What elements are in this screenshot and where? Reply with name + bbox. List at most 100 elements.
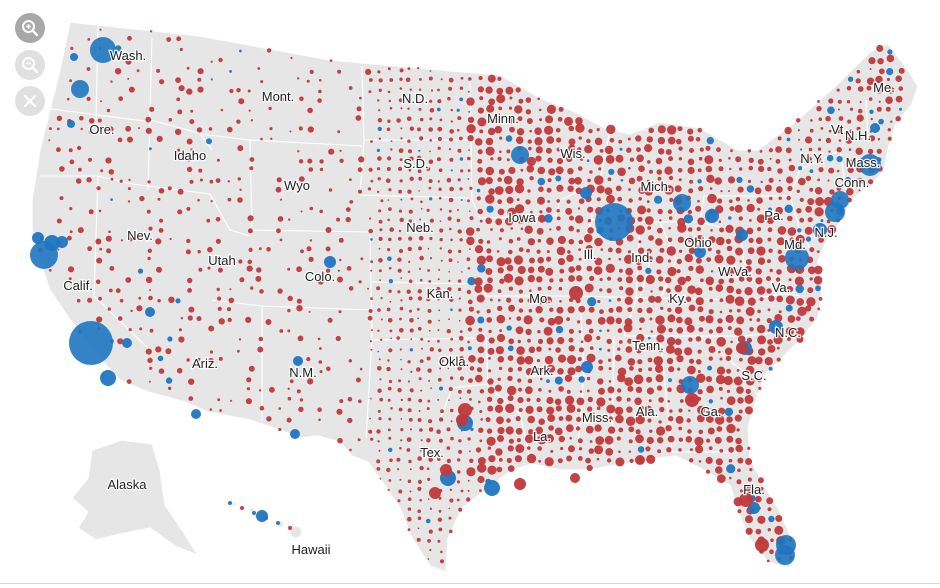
- county-bubble[interactable]: [498, 366, 503, 371]
- county-bubble[interactable]: [128, 236, 133, 242]
- metro-county-bubble[interactable]: [70, 53, 78, 61]
- county-bubble[interactable]: [416, 155, 422, 161]
- county-bubble[interactable]: [797, 306, 807, 316]
- county-bubble[interactable]: [408, 296, 413, 301]
- county-bubble[interactable]: [435, 286, 441, 292]
- county-bubble[interactable]: [799, 159, 804, 164]
- county-bubble[interactable]: [766, 559, 770, 563]
- county-bubble[interactable]: [507, 375, 513, 382]
- county-bubble[interactable]: [653, 356, 664, 366]
- county-bubble[interactable]: [856, 69, 861, 74]
- county-bubble[interactable]: [745, 365, 755, 375]
- county-bubble[interactable]: [270, 137, 273, 140]
- county-bubble[interactable]: [547, 414, 556, 422]
- county-bubble[interactable]: [767, 259, 771, 264]
- county-bubble[interactable]: [755, 528, 762, 535]
- county-bubble[interactable]: [297, 77, 300, 80]
- county-bubble[interactable]: [757, 335, 767, 345]
- county-bubble[interactable]: [599, 347, 602, 351]
- county-bubble[interactable]: [687, 365, 696, 375]
- county-bubble[interactable]: [177, 109, 183, 115]
- county-bubble[interactable]: [287, 329, 291, 333]
- county-bubble[interactable]: [420, 439, 423, 442]
- county-bubble[interactable]: [429, 507, 433, 510]
- county-bubble[interactable]: [175, 77, 182, 83]
- county-bubble[interactable]: [695, 265, 704, 274]
- county-bubble[interactable]: [617, 297, 621, 302]
- county-bubble[interactable]: [516, 346, 525, 355]
- county-bubble[interactable]: [836, 126, 843, 134]
- county-bubble[interactable]: [537, 265, 545, 273]
- county-bubble[interactable]: [387, 218, 391, 222]
- county-bubble[interactable]: [96, 186, 101, 191]
- county-bubble[interactable]: [380, 318, 383, 321]
- county-bubble[interactable]: [548, 347, 552, 351]
- county-bubble[interactable]: [637, 446, 645, 453]
- county-bubble[interactable]: [599, 277, 603, 282]
- county-bubble[interactable]: [420, 389, 423, 392]
- county-bubble[interactable]: [499, 278, 505, 284]
- county-bubble[interactable]: [517, 378, 522, 383]
- county-bubble[interactable]: [898, 67, 905, 74]
- county-bubble[interactable]: [577, 357, 582, 362]
- county-bubble[interactable]: [787, 185, 793, 192]
- county-bubble[interactable]: [419, 498, 423, 502]
- county-bubble[interactable]: [457, 116, 462, 121]
- county-bubble[interactable]: [655, 374, 664, 383]
- county-bubble[interactable]: [159, 79, 165, 85]
- county-bubble[interactable]: [828, 167, 835, 174]
- county-bubble[interactable]: [849, 107, 854, 111]
- county-bubble[interactable]: [588, 448, 595, 454]
- county-bubble[interactable]: [168, 386, 172, 390]
- county-bubble[interactable]: [714, 254, 724, 264]
- county-bubble[interactable]: [626, 397, 631, 402]
- county-bubble[interactable]: [546, 256, 552, 262]
- county-bubble[interactable]: [546, 406, 555, 415]
- county-bubble[interactable]: [289, 130, 292, 133]
- county-bubble[interactable]: [379, 338, 383, 341]
- county-bubble[interactable]: [577, 456, 583, 461]
- metro-county-bubble[interactable]: [831, 191, 849, 209]
- county-bubble[interactable]: [495, 448, 503, 456]
- county-bubble[interactable]: [895, 75, 902, 82]
- county-bubble[interactable]: [657, 208, 663, 215]
- county-bubble[interactable]: [507, 355, 514, 361]
- county-bubble[interactable]: [886, 77, 891, 82]
- county-bubble[interactable]: [420, 200, 423, 204]
- county-bubble[interactable]: [785, 327, 795, 336]
- county-bubble[interactable]: [550, 449, 554, 453]
- county-bubble[interactable]: [725, 294, 735, 304]
- county-bubble[interactable]: [467, 277, 476, 286]
- county-bubble[interactable]: [69, 230, 73, 234]
- county-bubble[interactable]: [229, 88, 234, 94]
- county-bubble[interactable]: [447, 287, 452, 292]
- county-bubble[interactable]: [406, 116, 412, 121]
- county-bubble[interactable]: [764, 184, 772, 192]
- county-bubble[interactable]: [457, 128, 460, 132]
- county-bubble[interactable]: [429, 197, 433, 201]
- county-bubble[interactable]: [687, 285, 696, 295]
- county-bubble[interactable]: [508, 106, 513, 110]
- county-bubble[interactable]: [458, 389, 462, 394]
- county-bubble[interactable]: [238, 338, 242, 341]
- county-bubble[interactable]: [147, 248, 152, 253]
- county-bubble[interactable]: [87, 38, 91, 41]
- county-bubble[interactable]: [497, 397, 504, 405]
- county-bubble[interactable]: [677, 236, 685, 243]
- county-bubble[interactable]: [593, 266, 603, 275]
- county-bubble[interactable]: [536, 346, 542, 352]
- county-bubble[interactable]: [749, 219, 752, 222]
- county-bubble[interactable]: [635, 429, 641, 435]
- county-bubble[interactable]: [568, 328, 575, 334]
- county-bubble[interactable]: [518, 408, 523, 412]
- county-bubble[interactable]: [557, 458, 563, 464]
- county-bubble[interactable]: [594, 424, 602, 432]
- county-bubble[interactable]: [369, 340, 372, 343]
- county-bubble[interactable]: [644, 216, 654, 225]
- county-bubble[interactable]: [279, 238, 283, 242]
- county-bubble[interactable]: [400, 428, 404, 432]
- county-bubble[interactable]: [769, 157, 772, 160]
- county-bubble[interactable]: [508, 367, 513, 373]
- county-bubble[interactable]: [898, 86, 904, 91]
- county-bubble[interactable]: [876, 148, 882, 154]
